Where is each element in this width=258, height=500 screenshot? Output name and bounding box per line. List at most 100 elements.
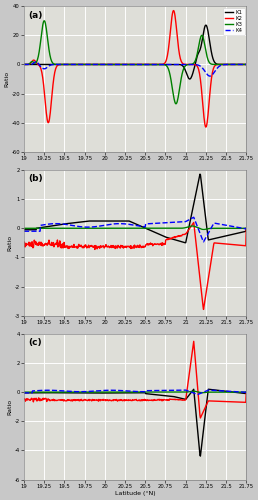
K3 [143, 389, 146, 395]
K2 [172, 8, 175, 14]
K3 [192, 388, 195, 394]
K4 [22, 62, 26, 68]
K3 [143, 62, 146, 68]
Line: K1: K1 [24, 389, 246, 456]
K3 [130, 62, 133, 68]
Legend: K1, K2, K3, K4: K1, K2, K3, K4 [223, 8, 245, 35]
Line: K2: K2 [24, 222, 246, 310]
K1 [155, 392, 158, 398]
K1 [129, 219, 132, 225]
K3 [43, 18, 46, 24]
K2 [155, 242, 158, 248]
Line: K4: K4 [24, 62, 246, 76]
K1 [128, 218, 131, 224]
K1 [206, 227, 209, 233]
K3 [245, 226, 248, 232]
K4 [143, 224, 146, 230]
K3 [128, 62, 132, 68]
Text: (c): (c) [28, 338, 42, 347]
K2 [22, 239, 26, 245]
K4 [202, 239, 205, 245]
K4 [22, 390, 26, 396]
Line: K2: K2 [24, 10, 246, 127]
K4 [192, 214, 195, 220]
K3 [206, 226, 209, 232]
K1 [240, 62, 243, 68]
K4 [245, 389, 248, 395]
Y-axis label: Ratio: Ratio [7, 235, 13, 251]
K1 [240, 390, 243, 396]
K2 [155, 62, 158, 68]
K1 [188, 76, 191, 82]
K2 [206, 120, 209, 126]
K2 [206, 284, 209, 290]
K4 [240, 389, 243, 395]
K1 [245, 226, 248, 232]
K3 [128, 389, 131, 395]
K2 [128, 244, 131, 250]
K2 [199, 415, 202, 421]
K1 [22, 227, 26, 233]
K2 [245, 62, 248, 68]
K1 [129, 390, 132, 396]
K2 [204, 124, 207, 130]
K4 [208, 73, 211, 79]
K2 [155, 397, 158, 403]
K4 [143, 388, 146, 394]
X-axis label: Latitude (°N): Latitude (°N) [115, 491, 156, 496]
K1 [22, 62, 26, 68]
K4 [22, 228, 26, 234]
K1 [207, 386, 210, 392]
K2 [129, 398, 132, 404]
K2 [240, 242, 243, 248]
K2 [128, 62, 131, 68]
K4 [35, 58, 38, 64]
K4 [155, 388, 158, 394]
Line: K2: K2 [24, 342, 246, 418]
Line: K4: K4 [24, 390, 246, 394]
Line: K3: K3 [24, 21, 246, 104]
K3 [190, 223, 194, 229]
K1 [204, 22, 207, 28]
Line: K1: K1 [24, 174, 246, 243]
K2 [192, 338, 195, 344]
K3 [174, 101, 178, 107]
K4 [129, 388, 132, 394]
K3 [240, 62, 243, 68]
K1 [22, 390, 26, 396]
K1 [143, 62, 146, 68]
K2 [192, 220, 195, 226]
K1 [143, 224, 146, 230]
K3 [128, 226, 131, 232]
K4 [240, 225, 243, 231]
K1 [240, 229, 243, 235]
K1 [128, 62, 131, 68]
K4 [196, 392, 199, 398]
K4 [130, 62, 133, 68]
K3 [201, 390, 204, 396]
K4 [245, 226, 248, 232]
K3 [22, 62, 26, 68]
K1 [143, 390, 146, 396]
K3 [22, 226, 26, 232]
Text: (a): (a) [28, 10, 43, 20]
K3 [206, 54, 209, 60]
K3 [22, 389, 26, 395]
K3 [245, 389, 248, 395]
Y-axis label: Ratio: Ratio [4, 71, 9, 87]
Line: K1: K1 [24, 25, 246, 79]
K1 [205, 400, 208, 406]
K3 [155, 62, 158, 68]
K1 [129, 62, 132, 68]
K3 [129, 389, 132, 395]
K3 [155, 389, 158, 395]
Line: K4: K4 [24, 217, 246, 242]
K1 [184, 240, 187, 246]
K2 [22, 62, 26, 68]
K1 [128, 390, 131, 396]
K2 [240, 399, 243, 405]
K2 [143, 398, 146, 404]
K4 [129, 222, 132, 228]
Line: K3: K3 [24, 226, 246, 230]
K4 [205, 70, 208, 76]
